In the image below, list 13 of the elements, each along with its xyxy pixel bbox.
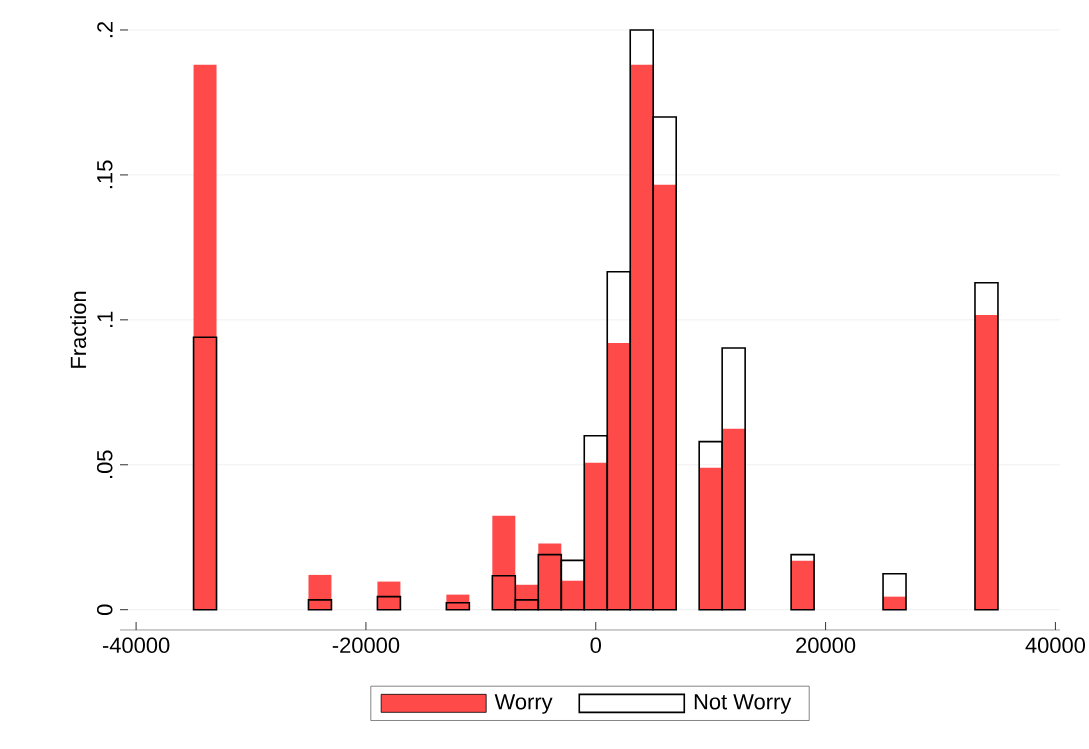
x-tick-label: 0 [590,637,601,654]
y-tick-label: .15 [97,160,113,189]
y-tick-label: .2 [97,21,113,38]
x-tick-label: -20000 [332,637,400,654]
y-tick-label: 0 [96,604,113,615]
y-axis-title: Fraction [70,291,87,368]
y-tick-label: .1 [97,311,113,327]
y-tick-label: .05 [96,450,113,478]
x-tick-label: -40000 [102,637,170,654]
legend-label: Worry [494,694,553,714]
x-tick-label: 20000 [796,637,856,654]
legend-label: Not Worry [694,694,792,714]
x-tick-label: 40000 [1025,637,1086,654]
